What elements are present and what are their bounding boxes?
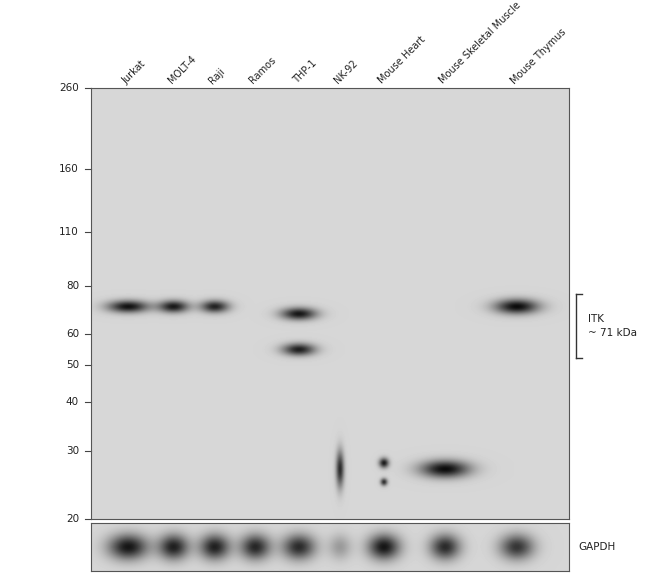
Text: 80: 80: [66, 281, 79, 291]
Text: Mouse Skeletal Muscle: Mouse Skeletal Muscle: [437, 1, 523, 86]
Text: 40: 40: [66, 397, 79, 407]
Text: 20: 20: [66, 513, 79, 524]
Text: 160: 160: [59, 165, 79, 175]
Text: Mouse Thymus: Mouse Thymus: [509, 26, 568, 86]
Text: 260: 260: [59, 83, 79, 93]
Text: 60: 60: [66, 329, 79, 339]
Text: Mouse Heart: Mouse Heart: [376, 35, 427, 86]
Text: GAPDH: GAPDH: [578, 542, 616, 553]
Text: NK-92: NK-92: [332, 59, 359, 86]
Text: MOLT-4: MOLT-4: [166, 54, 198, 86]
Text: ITK
~ 71 kDa: ITK ~ 71 kDa: [588, 314, 637, 338]
Text: Jurkat: Jurkat: [121, 59, 148, 86]
Text: 50: 50: [66, 360, 79, 370]
Text: Raji: Raji: [207, 66, 227, 86]
Text: THP-1: THP-1: [291, 59, 318, 86]
Text: 30: 30: [66, 445, 79, 455]
Text: 110: 110: [59, 227, 79, 237]
Text: Ramos: Ramos: [248, 55, 278, 86]
